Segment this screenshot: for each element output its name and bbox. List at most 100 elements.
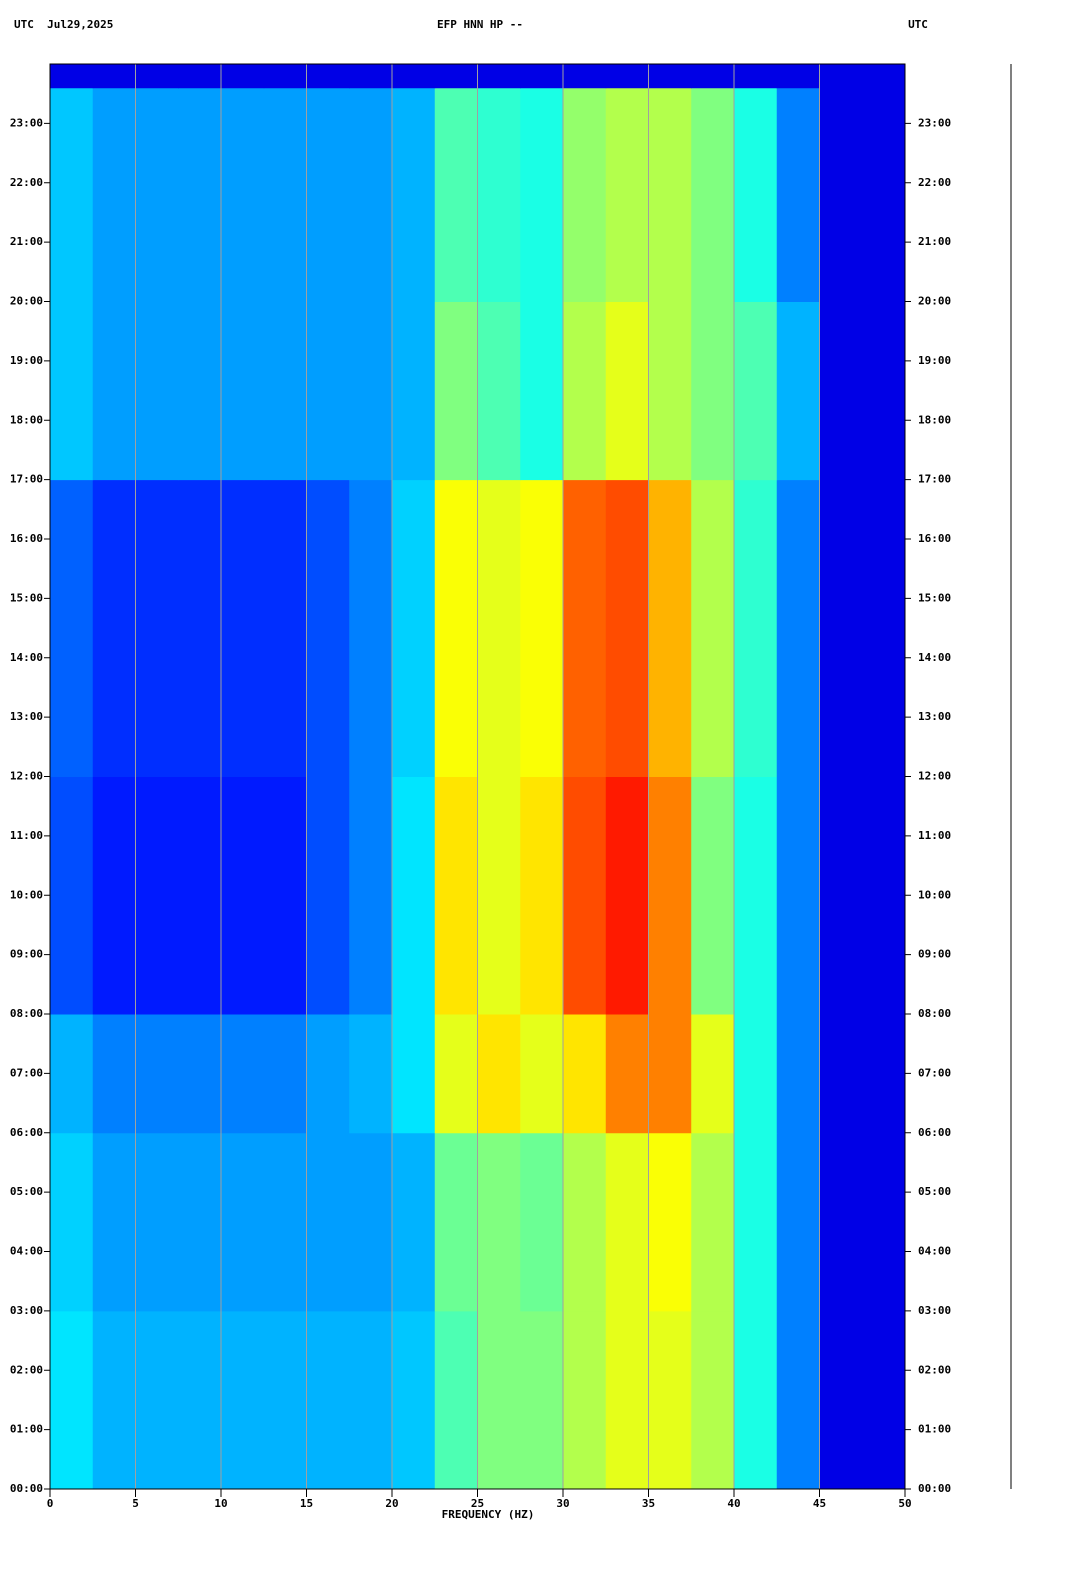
cell bbox=[819, 1132, 863, 1312]
cell bbox=[306, 1014, 350, 1134]
cell bbox=[862, 1014, 906, 1134]
cell bbox=[392, 64, 436, 89]
cell bbox=[92, 1014, 136, 1134]
cell bbox=[221, 301, 265, 481]
cell bbox=[691, 1132, 735, 1312]
cell bbox=[648, 1310, 692, 1490]
cell bbox=[349, 1310, 393, 1490]
cell bbox=[221, 1310, 265, 1490]
cell bbox=[221, 1014, 265, 1134]
y-tick-label: 02:00 bbox=[918, 1363, 951, 1376]
cell bbox=[50, 64, 94, 89]
cell bbox=[434, 479, 478, 777]
y-tick-label: 03:00 bbox=[10, 1304, 43, 1317]
cell bbox=[178, 1310, 222, 1490]
y-tick-label: 18:00 bbox=[918, 413, 951, 426]
cell bbox=[776, 776, 820, 1015]
cell bbox=[92, 301, 136, 481]
cell bbox=[178, 1014, 222, 1134]
cell bbox=[776, 479, 820, 777]
x-tick-label: 35 bbox=[642, 1497, 655, 1510]
cell bbox=[434, 1132, 478, 1312]
cell bbox=[605, 87, 649, 302]
cell bbox=[221, 776, 265, 1015]
cell bbox=[563, 1310, 607, 1490]
y-tick-label: 20:00 bbox=[10, 295, 43, 308]
cell bbox=[349, 479, 393, 777]
cell bbox=[263, 87, 307, 302]
y-tick-label: 11:00 bbox=[10, 829, 43, 842]
y-tick-label: 14:00 bbox=[918, 651, 951, 664]
cell bbox=[392, 87, 436, 302]
cell bbox=[221, 64, 265, 89]
y-tick-label: 13:00 bbox=[10, 710, 43, 723]
cell bbox=[605, 301, 649, 481]
cell bbox=[520, 776, 564, 1015]
cell bbox=[349, 64, 393, 89]
cell bbox=[776, 64, 820, 89]
cell bbox=[520, 64, 564, 89]
y-tick-label: 13:00 bbox=[918, 710, 951, 723]
cell bbox=[819, 776, 863, 1015]
y-tick-label: 05:00 bbox=[10, 1185, 43, 1198]
cell bbox=[263, 1132, 307, 1312]
y-tick-label: 14:00 bbox=[10, 651, 43, 664]
cell bbox=[477, 87, 521, 302]
cell bbox=[520, 1310, 564, 1490]
cell bbox=[648, 776, 692, 1015]
cell bbox=[178, 301, 222, 481]
x-tick-label: 50 bbox=[898, 1497, 911, 1510]
cell bbox=[92, 776, 136, 1015]
cell bbox=[477, 1132, 521, 1312]
y-tick-label: 19:00 bbox=[10, 354, 43, 367]
y-tick-label: 12:00 bbox=[10, 770, 43, 783]
cell bbox=[477, 64, 521, 89]
y-tick-label: 15:00 bbox=[10, 591, 43, 604]
cell bbox=[648, 1132, 692, 1312]
cell bbox=[605, 1132, 649, 1312]
cell bbox=[92, 479, 136, 777]
cell bbox=[178, 64, 222, 89]
cell bbox=[734, 301, 778, 481]
cell bbox=[392, 776, 436, 1015]
cell bbox=[349, 1014, 393, 1134]
cell bbox=[734, 64, 778, 89]
cell bbox=[734, 1014, 778, 1134]
cell bbox=[862, 87, 906, 302]
y-tick-label: 12:00 bbox=[918, 770, 951, 783]
y-tick-label: 07:00 bbox=[918, 1066, 951, 1079]
cell bbox=[263, 64, 307, 89]
y-tick-label: 19:00 bbox=[918, 354, 951, 367]
cell bbox=[263, 301, 307, 481]
y-tick-label: 16:00 bbox=[918, 532, 951, 545]
y-tick-label: 02:00 bbox=[10, 1363, 43, 1376]
y-tick-label: 18:00 bbox=[10, 413, 43, 426]
cell bbox=[563, 87, 607, 302]
cell bbox=[563, 1014, 607, 1134]
cell bbox=[50, 301, 94, 481]
cell bbox=[862, 479, 906, 777]
cell bbox=[477, 1014, 521, 1134]
cell bbox=[776, 301, 820, 481]
y-tick-label: 10:00 bbox=[918, 888, 951, 901]
cell bbox=[862, 64, 906, 89]
y-tick-label: 00:00 bbox=[10, 1482, 43, 1495]
cell bbox=[477, 479, 521, 777]
cell bbox=[819, 1014, 863, 1134]
cell bbox=[349, 776, 393, 1015]
y-tick-label: 09:00 bbox=[10, 948, 43, 961]
cell bbox=[776, 1310, 820, 1490]
y-tick-label: 16:00 bbox=[10, 532, 43, 545]
cell bbox=[392, 301, 436, 481]
cell bbox=[819, 479, 863, 777]
cell bbox=[734, 1310, 778, 1490]
cell bbox=[306, 479, 350, 777]
cell bbox=[819, 1310, 863, 1490]
y-tick-label: 01:00 bbox=[918, 1423, 951, 1436]
cell bbox=[92, 1310, 136, 1490]
cell bbox=[434, 64, 478, 89]
cell bbox=[135, 1132, 179, 1312]
cell bbox=[434, 776, 478, 1015]
y-tick-label: 04:00 bbox=[918, 1245, 951, 1258]
